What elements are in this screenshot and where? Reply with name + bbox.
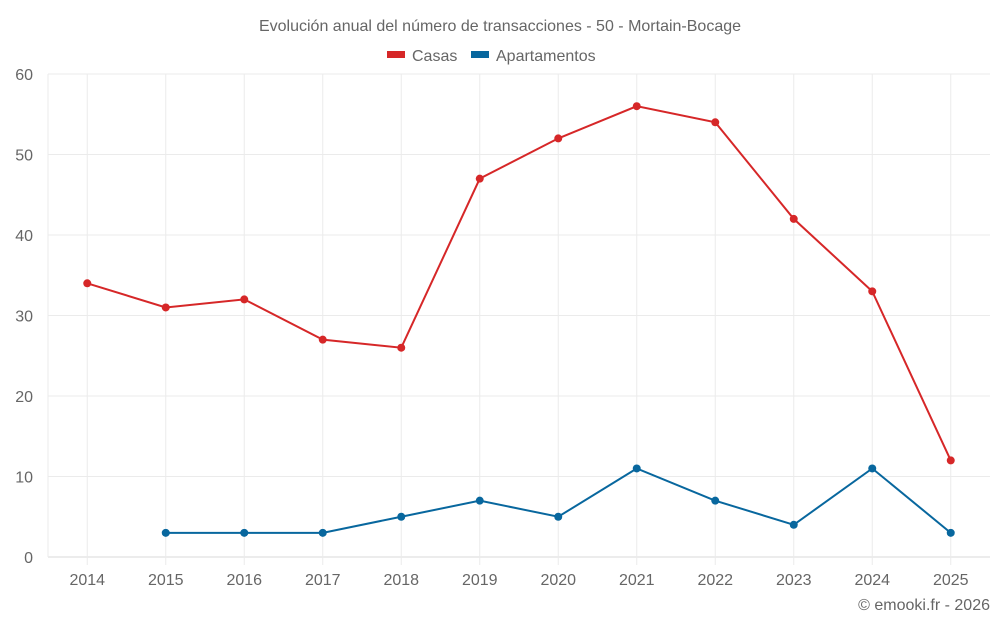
data-point[interactable] <box>397 343 406 352</box>
data-point[interactable] <box>554 134 563 143</box>
legend-item-apartamentos[interactable]: Apartamentos <box>471 48 596 65</box>
y-axis-labels: 0 10 20 30 40 50 60 <box>15 67 33 567</box>
data-point[interactable] <box>318 335 327 344</box>
x-tick-label: 2015 <box>148 572 184 589</box>
chart-title: Evolución anual del número de transaccio… <box>259 18 741 35</box>
data-point[interactable] <box>946 528 955 537</box>
data-point[interactable] <box>161 528 170 537</box>
y-gridlines <box>48 73 990 558</box>
legend-label: Casas <box>412 48 457 65</box>
legend-swatch <box>387 51 405 58</box>
data-point[interactable] <box>475 496 484 505</box>
x-tick-label: 2014 <box>69 572 105 589</box>
data-point[interactable] <box>240 295 249 304</box>
y-tick-label: 50 <box>15 148 33 165</box>
y-tick-label: 0 <box>24 550 33 567</box>
data-point[interactable] <box>711 118 720 127</box>
x-tick-label: 2020 <box>540 572 576 589</box>
series-apartamentos <box>161 464 955 537</box>
x-tick-label: 2023 <box>776 572 812 589</box>
x-tick-label: 2022 <box>697 572 733 589</box>
x-tick-label: 2017 <box>305 572 341 589</box>
y-tick-label: 60 <box>15 67 33 84</box>
data-point[interactable] <box>475 174 484 183</box>
data-point[interactable] <box>946 456 955 465</box>
credit-text: © emooki.fr - 2026 <box>858 597 990 614</box>
x-tick-label: 2019 <box>462 572 498 589</box>
data-point[interactable] <box>240 528 249 537</box>
series-line <box>86 105 952 461</box>
data-point[interactable] <box>83 279 92 288</box>
data-point[interactable] <box>397 512 406 521</box>
y-tick-label: 30 <box>15 309 33 326</box>
series-casas <box>83 102 955 465</box>
data-point[interactable] <box>554 512 563 521</box>
x-tick-label: 2016 <box>226 572 262 589</box>
data-point[interactable] <box>632 102 641 111</box>
legend: Casas Apartamentos <box>387 48 596 65</box>
series-group <box>83 102 955 537</box>
x-axis-labels: 2014 2015 2016 2017 2018 2019 2020 2021 2022 2023… <box>69 572 968 589</box>
data-point[interactable] <box>789 214 798 223</box>
legend-swatch <box>471 51 489 58</box>
legend-label: Apartamentos <box>496 48 596 65</box>
x-gridlines <box>47 74 952 565</box>
y-tick-label: 10 <box>15 470 33 487</box>
y-tick-label: 20 <box>15 389 33 406</box>
x-tick-label: 2024 <box>854 572 890 589</box>
data-point[interactable] <box>868 464 877 473</box>
x-tick-label: 2021 <box>619 572 655 589</box>
x-tick-label: 2025 <box>933 572 969 589</box>
data-point[interactable] <box>318 528 327 537</box>
x-tick-label: 2018 <box>383 572 419 589</box>
y-tick-label: 40 <box>15 228 33 245</box>
legend-item-casas[interactable]: Casas <box>387 48 457 65</box>
data-point[interactable] <box>711 496 720 505</box>
data-point[interactable] <box>789 520 798 529</box>
data-point[interactable] <box>161 303 170 312</box>
data-point[interactable] <box>632 464 641 473</box>
data-point[interactable] <box>868 287 877 296</box>
